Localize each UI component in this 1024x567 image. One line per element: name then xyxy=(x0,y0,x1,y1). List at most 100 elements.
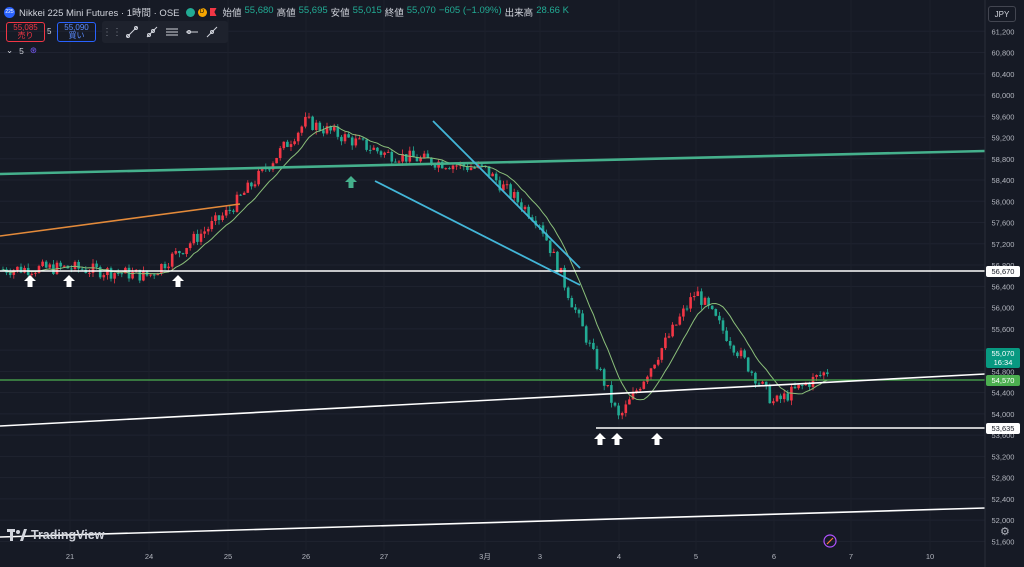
last-price: 55,070 xyxy=(991,349,1015,358)
ray-icon[interactable] xyxy=(142,22,162,42)
candle-body xyxy=(750,371,754,373)
price-tick-label: 53,200 xyxy=(992,452,1015,461)
trendline-icon[interactable] xyxy=(122,22,142,42)
sell-button[interactable]: 55,085 売り xyxy=(6,22,45,42)
candle-body xyxy=(350,137,354,146)
candle-body xyxy=(181,253,185,255)
candle-body xyxy=(480,164,484,166)
chevron-down-icon[interactable]: ⌄ xyxy=(6,45,14,55)
time-tick-label: 7 xyxy=(849,552,853,561)
indicator-icon[interactable]: ⊛ xyxy=(29,45,37,55)
candle-body xyxy=(552,251,556,253)
candle-body xyxy=(246,182,250,193)
replay-icon[interactable] xyxy=(823,534,837,548)
candle-body xyxy=(721,320,725,331)
candle-body xyxy=(16,266,19,271)
candle-body xyxy=(570,297,574,308)
candle-body xyxy=(419,157,422,162)
candle-body xyxy=(649,368,653,377)
candle-body xyxy=(768,385,772,404)
candle-body xyxy=(383,152,386,155)
candle-body xyxy=(556,251,559,273)
ohlc-values: 始値 55,680 高値 55,695 安値 55,015 終値 55,070 −605… xyxy=(223,5,569,19)
channel-line-upper[interactable] xyxy=(432,120,581,269)
candle-body xyxy=(566,287,570,298)
price-tick-label: 57,600 xyxy=(992,219,1015,228)
candle-body xyxy=(224,209,228,216)
symbol-logo[interactable]: 225 xyxy=(4,6,15,18)
time-axis[interactable]: 21 24 25 26 27 3月 3 4 5 6 7 10 xyxy=(66,552,934,561)
candle-body xyxy=(505,184,509,186)
candle-body xyxy=(426,153,430,158)
candle-body xyxy=(70,268,73,270)
buy-button[interactable]: 55,090 買い xyxy=(57,22,96,42)
candle-body xyxy=(188,243,192,249)
moving-average-line xyxy=(2,125,828,401)
price-tick-label: 58,000 xyxy=(992,197,1015,206)
candle-body xyxy=(242,192,246,195)
price-axis[interactable]: 61,200 60,800 60,400 60,000 59,600 59,200 58,8… xyxy=(984,0,1015,567)
candle-body xyxy=(257,170,260,185)
candle-body xyxy=(152,274,156,276)
candle-body xyxy=(314,122,318,131)
settings-icon[interactable]: ⚙ xyxy=(1000,526,1010,538)
candle-body xyxy=(757,383,761,385)
sell-label: 売り xyxy=(17,31,34,40)
eye-icon[interactable] xyxy=(185,7,195,17)
candle-body xyxy=(116,273,120,275)
candle-body xyxy=(415,157,419,162)
candle-body xyxy=(527,206,530,218)
candle-body xyxy=(826,372,829,375)
flag-icon[interactable] xyxy=(209,8,217,16)
candle-body xyxy=(732,345,736,353)
candle-body xyxy=(761,381,764,384)
candle-body xyxy=(95,263,98,267)
candle-body xyxy=(192,233,196,244)
volume-value: 28.66 K xyxy=(536,5,569,16)
candle-body xyxy=(163,263,167,269)
price-tick-label: 54,000 xyxy=(992,410,1015,419)
chart-header: 225 Nikkei 225 Mini Futures · 1時間 · OSE … xyxy=(4,4,569,20)
orange-trendline[interactable] xyxy=(0,203,241,237)
candle-body xyxy=(692,296,696,298)
candle-body xyxy=(523,206,527,210)
channel-line-lower[interactable] xyxy=(374,180,581,286)
drag-handle-icon[interactable]: ⋮⋮ xyxy=(102,26,122,38)
indicator-row[interactable]: ⌄ 5 ⊛ xyxy=(6,45,37,56)
currency-selector[interactable]: JPY xyxy=(988,6,1016,22)
support-trendline-lower[interactable] xyxy=(0,507,986,538)
time-tick-label: 25 xyxy=(224,552,232,561)
candle-body xyxy=(700,291,703,305)
close-label: 終値 xyxy=(384,8,404,19)
support-trendline-upper[interactable] xyxy=(0,373,986,427)
pen-icon[interactable] xyxy=(202,22,222,42)
close-value: 55,070 xyxy=(406,5,436,16)
candle-body xyxy=(397,161,401,163)
high-label: 高値 xyxy=(276,8,296,19)
candle-body xyxy=(541,225,545,234)
candle-body xyxy=(48,264,52,268)
logo-text: TradingView xyxy=(31,528,105,542)
horizontal-line-icon[interactable] xyxy=(182,22,202,42)
drawing-toolbar: ⋮⋮ xyxy=(102,21,228,43)
candle-body xyxy=(210,221,214,230)
resistance-trendline[interactable] xyxy=(0,149,986,176)
candle-body xyxy=(386,151,390,153)
chart-title[interactable]: Nikkei 225 Mini Futures · 1時間 · OSE xyxy=(19,8,180,19)
candle-body xyxy=(34,272,37,274)
candle-body xyxy=(808,383,811,387)
candle-body xyxy=(433,164,437,168)
price-tick-label: 60,800 xyxy=(992,49,1015,58)
spread-value: 5 xyxy=(47,27,52,36)
data-badge[interactable]: D xyxy=(197,7,207,17)
candle-body xyxy=(412,150,415,158)
tradingview-logo[interactable]: TradingView xyxy=(7,528,104,542)
parallel-channel-icon[interactable] xyxy=(162,22,182,42)
indicator-length: 5 xyxy=(19,45,24,56)
price-tick-label: 60,000 xyxy=(992,91,1015,100)
candle-body xyxy=(653,364,656,369)
candle-body xyxy=(671,324,674,337)
candle-body xyxy=(80,268,84,270)
price-tick-label: 57,200 xyxy=(992,240,1015,249)
